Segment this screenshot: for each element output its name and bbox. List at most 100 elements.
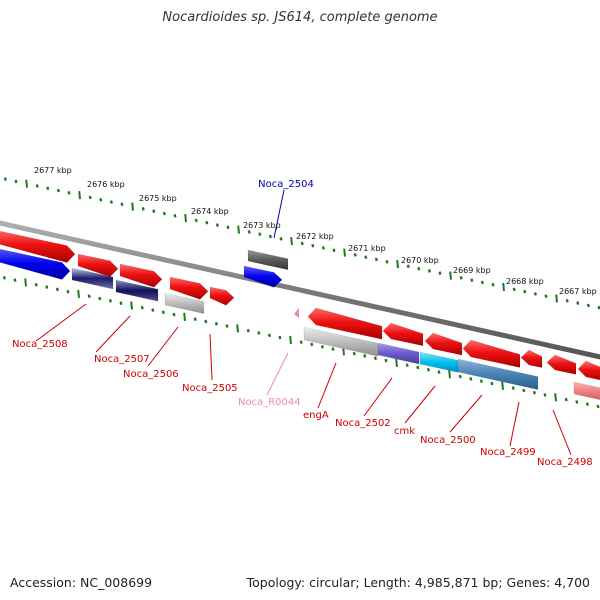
scale-minor-tick	[490, 381, 494, 386]
gene-label-noca-2502[interactable]: Noca_2502	[335, 418, 391, 429]
scale-minor-tick	[320, 344, 324, 349]
scale-major-tick	[78, 191, 81, 200]
scale-minor-tick	[384, 358, 388, 363]
callout-line	[209, 333, 213, 381]
gene-arrow[interactable]	[0, 248, 71, 280]
gene-arrow[interactable]	[169, 276, 209, 300]
gene-label-noca-2499[interactable]: Noca_2499	[480, 447, 536, 458]
scale-major-tick	[395, 358, 398, 367]
gene-box[interactable]	[377, 342, 420, 365]
scale-minor-tick	[98, 296, 102, 301]
scale-minor-tick	[214, 321, 218, 326]
scale-minor-tick	[565, 298, 569, 303]
scale-major-tick	[131, 202, 134, 211]
scale-major-tick	[342, 347, 345, 356]
rna-marker[interactable]	[294, 308, 299, 318]
outer-scale-ticks	[3, 177, 600, 310]
scale-major-tick	[502, 282, 505, 292]
scale-minor-tick	[385, 259, 389, 264]
gene-label-callouts: Noca_2504Noca_2508Noca_2507Noca_2506Noca…	[12, 179, 593, 468]
scale-minor-tick	[374, 257, 378, 262]
gene-label-noca-2506[interactable]: Noca_2506	[123, 369, 179, 380]
scale-minor-tick	[66, 289, 70, 294]
scale-minor-tick	[469, 377, 473, 381]
scale-minor-tick	[205, 220, 209, 225]
gene-arrow[interactable]	[209, 286, 235, 306]
scale-minor-tick	[109, 200, 113, 204]
gene-arrow[interactable]	[243, 265, 283, 288]
scale-minor-tick	[438, 271, 442, 276]
scale-minor-tick	[544, 294, 548, 299]
scale-minor-tick	[257, 331, 261, 335]
scale-minor-tick	[3, 177, 7, 181]
gene-box[interactable]	[303, 326, 379, 357]
callout-line	[317, 362, 337, 409]
scale-major-tick	[77, 289, 80, 299]
scale-label: 2670 kbp	[401, 256, 439, 265]
scale-major-tick	[25, 179, 28, 188]
scale-minor-tick	[67, 191, 71, 195]
scale-minor-tick	[321, 246, 325, 250]
gene-box[interactable]	[247, 249, 289, 271]
gene-arrow[interactable]	[382, 322, 424, 347]
scale-minor-tick	[46, 186, 50, 191]
scale-minor-tick	[194, 218, 198, 223]
scale-minor-tick	[56, 188, 60, 193]
scale-minor-tick	[522, 388, 526, 393]
gene-arrow[interactable]	[0, 230, 76, 263]
gene-label-noca-2500[interactable]: Noca_2500	[420, 435, 476, 446]
backbone-line	[0, 220, 600, 360]
scale-labels: 2677 kbp 2676 kbp 2675 kbp 2674 kbp 2673 kbp…	[34, 166, 597, 296]
scale-minor-tick	[363, 354, 367, 358]
scale-minor-tick	[405, 363, 409, 367]
gene-box[interactable]	[419, 351, 459, 373]
scale-minor-tick	[427, 269, 431, 273]
gene-arrow[interactable]	[307, 307, 383, 340]
scale-major-tick	[554, 393, 557, 402]
gene-arrow[interactable]	[546, 354, 577, 375]
scale-minor-tick	[55, 287, 59, 292]
gene-box[interactable]	[71, 267, 114, 290]
gene-label-noca-r0044[interactable]: Noca_R0044	[238, 397, 301, 408]
gene-arrow[interactable]	[520, 349, 543, 368]
scale-minor-tick	[108, 299, 112, 303]
scale-minor-tick	[364, 255, 368, 259]
scale-major-tick	[555, 294, 558, 303]
gene-label-noca-2507[interactable]: Noca_2507	[94, 354, 150, 365]
scale-label: 2677 kbp	[34, 166, 72, 175]
scale-minor-tick	[34, 282, 38, 287]
scale-minor-tick	[596, 404, 600, 409]
gene-label-cmk[interactable]: cmk	[394, 426, 415, 437]
gene-arrow[interactable]	[77, 253, 119, 278]
scale-minor-tick	[258, 232, 262, 237]
callout-line	[95, 315, 131, 353]
gene-arrow[interactable]	[424, 332, 463, 356]
callout-line	[35, 303, 87, 342]
scale-minor-tick	[279, 236, 283, 241]
gene-box[interactable]	[573, 381, 600, 401]
scale-major-tick	[289, 335, 292, 344]
gene-label-noca-2508[interactable]: Noca_2508	[12, 339, 68, 350]
gene-features	[0, 230, 600, 401]
scale-minor-tick	[300, 241, 304, 246]
scale-label: 2672 kbp	[296, 232, 334, 241]
scale-minor-tick	[119, 301, 123, 305]
gene-box[interactable]	[115, 279, 159, 302]
scale-major-tick	[396, 259, 399, 269]
gene-label-noca-2505[interactable]: Noca_2505	[182, 383, 238, 394]
gene-box[interactable]	[164, 292, 205, 314]
scale-minor-tick	[417, 266, 421, 271]
gene-label-noca-2498[interactable]: Noca_2498	[537, 457, 593, 468]
gene-arrow[interactable]	[119, 263, 163, 288]
inner-scale-ticks	[2, 276, 600, 409]
scale-minor-tick	[172, 312, 176, 317]
scale-minor-tick	[523, 289, 527, 294]
scale-minor-tick	[564, 397, 568, 402]
scale-major-tick	[448, 370, 451, 379]
gene-label-enga[interactable]: engA	[303, 410, 329, 421]
gene-box[interactable]	[457, 358, 539, 390]
scale-minor-tick	[480, 280, 484, 285]
gene-arrow[interactable]	[462, 339, 521, 368]
gene-label-noca-2504[interactable]: Noca_2504	[258, 179, 314, 190]
gene-arrow[interactable]	[577, 360, 600, 381]
